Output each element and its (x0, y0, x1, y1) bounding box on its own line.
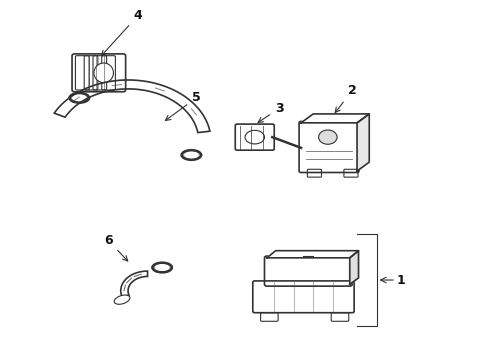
Text: 3: 3 (258, 102, 283, 122)
Polygon shape (350, 251, 359, 284)
Polygon shape (357, 114, 369, 171)
Text: 6: 6 (104, 234, 128, 261)
Ellipse shape (245, 130, 265, 144)
Text: 4: 4 (101, 9, 142, 55)
Polygon shape (301, 114, 369, 123)
Ellipse shape (94, 63, 114, 83)
Text: 1: 1 (396, 274, 405, 287)
Polygon shape (267, 251, 359, 258)
Ellipse shape (318, 130, 337, 144)
Ellipse shape (114, 295, 130, 304)
Text: 5: 5 (166, 91, 200, 121)
Text: 2: 2 (335, 84, 357, 113)
